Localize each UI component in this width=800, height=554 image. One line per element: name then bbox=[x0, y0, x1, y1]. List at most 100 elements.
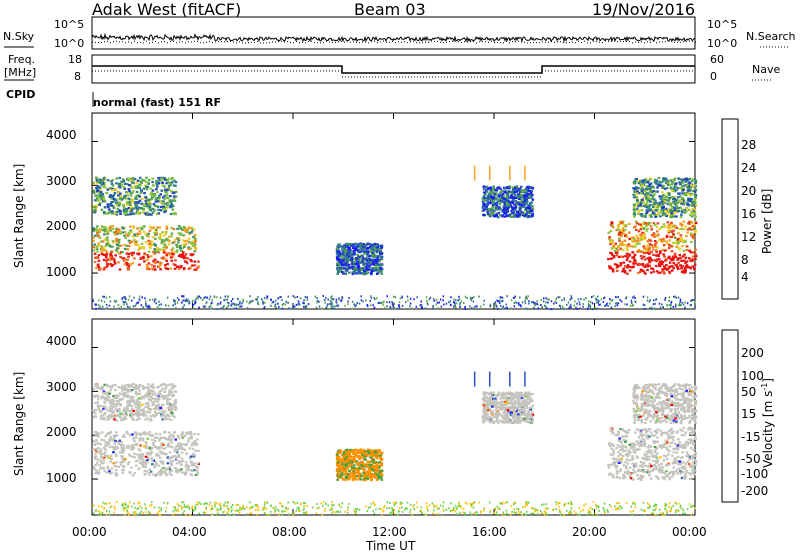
scatter-point bbox=[380, 246, 383, 249]
scatter-point bbox=[627, 265, 631, 268]
scatter-point bbox=[622, 229, 625, 232]
scatter-point bbox=[377, 248, 380, 251]
scatter-point bbox=[677, 267, 680, 270]
scatter-point bbox=[113, 415, 116, 418]
scatter-point bbox=[103, 266, 106, 269]
scatter-point bbox=[153, 248, 156, 251]
scatter-point bbox=[361, 474, 365, 477]
ground-point bbox=[226, 306, 228, 309]
scatter-point bbox=[526, 216, 529, 219]
ground-point bbox=[137, 301, 140, 304]
scatter-point bbox=[358, 270, 361, 273]
ground-point bbox=[99, 305, 101, 308]
ground-point bbox=[499, 302, 501, 305]
scatter-point bbox=[184, 227, 187, 230]
scatter-point bbox=[668, 196, 671, 199]
scatter-point bbox=[360, 250, 363, 253]
scatter-point bbox=[122, 413, 126, 416]
scatter-point bbox=[171, 393, 175, 396]
scatter-point bbox=[672, 258, 675, 261]
scatter-point bbox=[348, 256, 351, 259]
scatter-point bbox=[655, 213, 659, 216]
scatter-point bbox=[174, 181, 178, 184]
scatter-point bbox=[124, 213, 128, 216]
scatter-point bbox=[175, 462, 179, 465]
scatter-point bbox=[143, 472, 146, 475]
scatter-point bbox=[663, 225, 666, 228]
scatter-point bbox=[158, 470, 161, 473]
ground-point bbox=[351, 307, 353, 310]
scatter-point bbox=[345, 252, 349, 255]
ground-point bbox=[694, 306, 696, 308]
scatter-point bbox=[143, 203, 146, 206]
scatter-point bbox=[660, 226, 664, 229]
scatter-point bbox=[136, 185, 140, 188]
scatter-point bbox=[101, 193, 104, 196]
scatter-point bbox=[183, 448, 187, 452]
scatter-point bbox=[130, 191, 134, 194]
ground-point bbox=[186, 300, 188, 303]
scatter-point bbox=[109, 405, 113, 408]
ground-point bbox=[233, 302, 235, 305]
scatter-point bbox=[170, 390, 174, 393]
ground-point bbox=[457, 299, 459, 302]
scatter-point bbox=[92, 465, 95, 468]
scatter-point bbox=[167, 383, 171, 386]
scatter-point bbox=[482, 206, 486, 209]
scatter-point bbox=[144, 184, 147, 187]
scatter-point bbox=[341, 254, 344, 257]
scatter-point bbox=[175, 445, 178, 448]
scatter-point bbox=[94, 457, 97, 460]
scatter-point bbox=[642, 227, 646, 230]
scatter-point bbox=[661, 268, 664, 271]
scatter-point bbox=[672, 187, 676, 190]
scatter-point bbox=[151, 397, 154, 400]
scatter-point bbox=[681, 201, 684, 204]
scatter-point bbox=[127, 461, 131, 464]
scatter-point bbox=[114, 388, 117, 392]
scatter-point bbox=[353, 267, 356, 271]
scatter-point bbox=[115, 188, 118, 191]
scatter-point bbox=[491, 203, 495, 207]
scatter-point bbox=[694, 194, 697, 197]
scatter-point bbox=[682, 203, 685, 206]
ground-point bbox=[427, 303, 429, 306]
scatter-point bbox=[100, 455, 103, 458]
scatter-point bbox=[144, 212, 147, 215]
ground-point bbox=[158, 304, 160, 306]
scatter-point bbox=[639, 203, 643, 206]
scatter-point bbox=[652, 222, 656, 225]
scatter-point bbox=[678, 227, 681, 231]
scatter-point bbox=[683, 192, 687, 195]
scatter-point bbox=[650, 244, 653, 247]
ground-point bbox=[674, 295, 676, 298]
scatter-point bbox=[100, 246, 104, 249]
ground-point bbox=[123, 303, 125, 306]
scatter-point bbox=[670, 189, 673, 192]
scatter-point bbox=[525, 206, 528, 209]
ground-point bbox=[233, 307, 235, 310]
scatter-point bbox=[373, 254, 376, 257]
scatter-point bbox=[186, 257, 190, 260]
scatter-point bbox=[530, 209, 533, 212]
scatter-point bbox=[156, 246, 159, 250]
scatter-point bbox=[517, 188, 521, 191]
scatter-point bbox=[647, 192, 650, 195]
scatter-point bbox=[516, 211, 520, 214]
scatter-point bbox=[516, 190, 519, 193]
ground-point bbox=[373, 296, 375, 299]
ground-point bbox=[155, 298, 157, 301]
ground-point bbox=[282, 302, 285, 305]
scatter-point bbox=[185, 463, 188, 466]
scatter-point bbox=[157, 251, 160, 254]
scatter-point bbox=[147, 383, 150, 386]
scatter-point bbox=[675, 207, 678, 210]
scatter-point bbox=[99, 467, 102, 470]
ground-point bbox=[103, 301, 106, 303]
scatter-point bbox=[367, 468, 371, 471]
scatter-point bbox=[501, 200, 504, 203]
scatter-point bbox=[134, 391, 138, 394]
scatter-point bbox=[680, 208, 684, 211]
scatter-point bbox=[189, 226, 193, 229]
ground-point bbox=[227, 301, 229, 304]
